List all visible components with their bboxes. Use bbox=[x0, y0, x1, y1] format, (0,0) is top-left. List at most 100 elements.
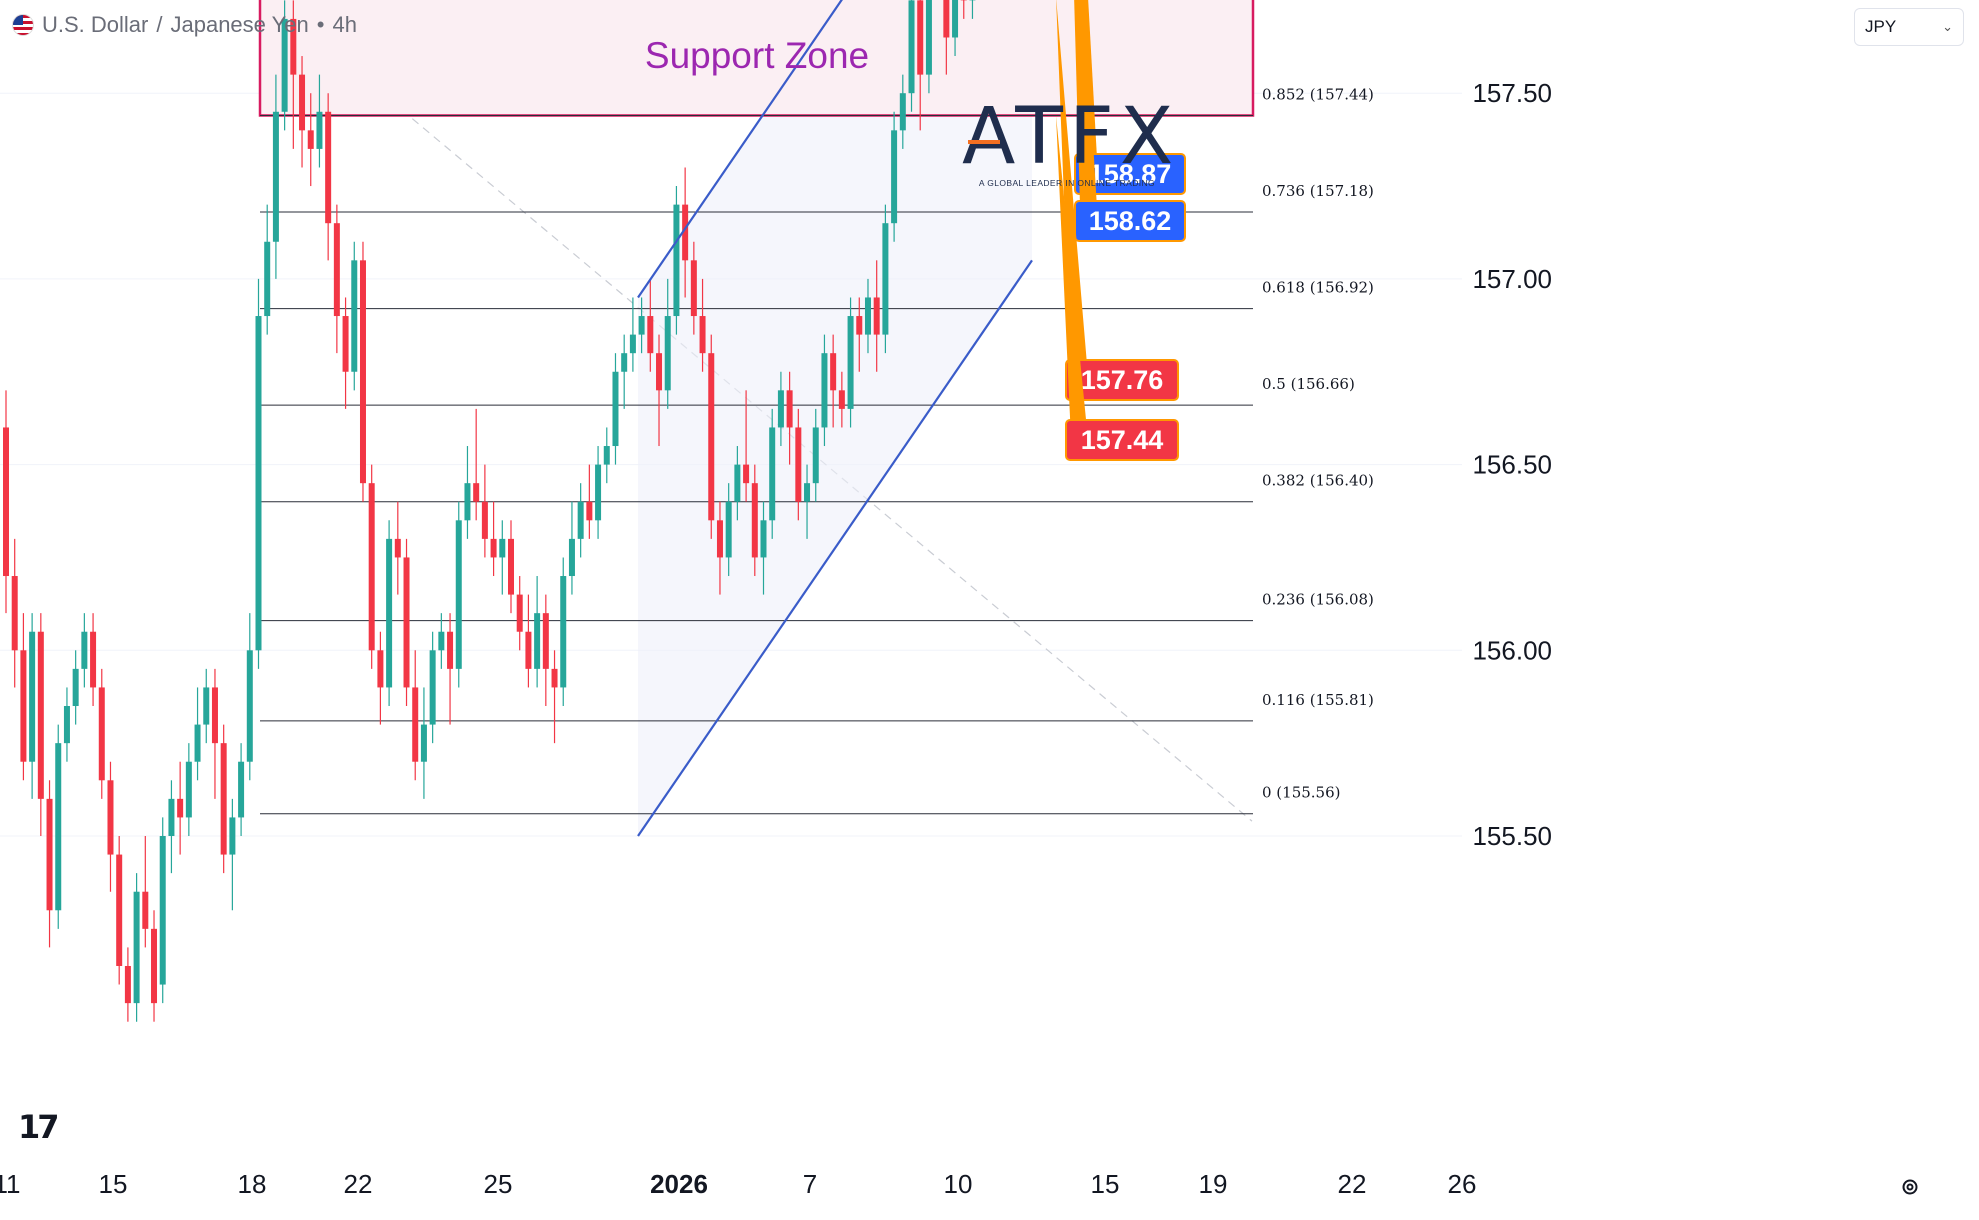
candle-body bbox=[359, 260, 366, 484]
candle-body bbox=[464, 483, 471, 521]
symbol-separator: / bbox=[156, 12, 163, 37]
candle-body bbox=[769, 427, 776, 521]
candle-body bbox=[821, 353, 828, 428]
candle-body bbox=[98, 687, 105, 781]
candle-body bbox=[403, 557, 410, 688]
currency-select[interactable]: JPY ⌄ bbox=[1854, 8, 1964, 46]
candle-body bbox=[90, 631, 97, 688]
candle-body bbox=[542, 613, 549, 669]
candle-body bbox=[351, 260, 358, 372]
candle-body bbox=[682, 204, 689, 261]
tradingview-watermark: 17 bbox=[18, 1108, 59, 1146]
candle-body bbox=[899, 93, 906, 131]
us-jp-flag-icon bbox=[12, 14, 34, 36]
candle-body bbox=[925, 0, 932, 75]
fib-level-label: 0.5 (156.66) bbox=[1262, 375, 1355, 393]
candle-body bbox=[499, 538, 506, 558]
candle-body bbox=[830, 353, 837, 391]
candle-body bbox=[29, 631, 36, 762]
candle-body bbox=[873, 297, 880, 335]
fib-level-label: 0.852 (157.44) bbox=[1262, 85, 1374, 103]
candle-body bbox=[447, 631, 454, 669]
candle-body bbox=[46, 798, 53, 911]
price-badge bbox=[1074, 200, 1186, 242]
candle-body bbox=[838, 390, 845, 409]
candle-body bbox=[438, 631, 445, 651]
candles-group bbox=[3, 0, 976, 1022]
x-axis-tick-label: 22 bbox=[344, 1169, 373, 1199]
fib-level-label: 0.736 (157.18) bbox=[1262, 182, 1374, 200]
candle-body bbox=[272, 111, 279, 242]
candle-body bbox=[3, 427, 9, 577]
y-axis-tick-label: 155.50 bbox=[1472, 821, 1552, 851]
candle-body bbox=[72, 668, 79, 707]
candle-body bbox=[63, 706, 70, 744]
candle-body bbox=[786, 390, 793, 428]
x-axis-tick-label: 11 bbox=[0, 1169, 21, 1199]
badge-pointer bbox=[1056, 115, 1090, 460]
candle-body bbox=[952, 0, 959, 38]
candle-body bbox=[229, 817, 236, 855]
candle-body bbox=[673, 204, 680, 317]
candle-body bbox=[647, 316, 654, 354]
candle-body bbox=[455, 520, 462, 669]
candle-body bbox=[864, 297, 871, 335]
candle-body bbox=[299, 74, 306, 131]
candle-body bbox=[856, 316, 863, 335]
x-axis-tick-label: 15 bbox=[99, 1169, 128, 1199]
candle-body bbox=[11, 576, 18, 651]
candle-body bbox=[743, 464, 750, 484]
chart-header: U.S. Dollar / Japanese Yen • 4h bbox=[12, 12, 357, 38]
candle-body bbox=[734, 464, 741, 502]
x-axis-tick-label: 25 bbox=[484, 1169, 513, 1199]
timeframe[interactable]: 4h bbox=[332, 12, 357, 37]
candle-body bbox=[847, 316, 854, 409]
candle-body bbox=[238, 761, 245, 818]
candle-body bbox=[185, 761, 192, 818]
candle-body bbox=[116, 854, 123, 966]
candle-body bbox=[560, 576, 567, 688]
candle-body bbox=[612, 371, 619, 447]
candle-body bbox=[255, 316, 262, 651]
fib-level-label: 0.382 (156.40) bbox=[1262, 472, 1374, 490]
candle-body bbox=[133, 891, 140, 1004]
fib-level-label: 0.618 (156.92) bbox=[1262, 279, 1374, 297]
currency-value: JPY bbox=[1865, 17, 1897, 36]
candle-body bbox=[725, 501, 732, 558]
candle-body bbox=[211, 687, 218, 744]
candle-body bbox=[804, 483, 811, 502]
candle-body bbox=[203, 687, 210, 725]
settings-gear-icon[interactable] bbox=[1900, 1177, 1920, 1197]
candle-body bbox=[281, 18, 288, 112]
candle-body bbox=[577, 501, 584, 539]
candle-body bbox=[943, 0, 950, 38]
candle-body bbox=[690, 260, 697, 317]
channel-upper-line bbox=[637, 0, 843, 299]
candle-body bbox=[508, 538, 514, 595]
candle-body bbox=[307, 130, 314, 149]
candle-body bbox=[891, 130, 898, 224]
candle-body bbox=[751, 483, 758, 558]
logo-tagline: A GLOBAL LEADER IN ONLINE TRADING bbox=[978, 178, 1156, 188]
candle-body bbox=[716, 520, 723, 558]
candle-body bbox=[220, 743, 227, 855]
logo-accent-bar bbox=[968, 140, 1000, 144]
price-badge-label: 157.76 bbox=[1081, 365, 1164, 395]
x-axis-tick-label: 15 bbox=[1091, 1169, 1120, 1199]
candle-body bbox=[177, 798, 184, 818]
candle-body bbox=[55, 743, 62, 911]
x-axis-tick-label: 10 bbox=[944, 1169, 973, 1199]
candle-body bbox=[638, 316, 645, 335]
logo-wordmark: ATFX bbox=[962, 92, 1180, 182]
price-badge bbox=[1074, 153, 1186, 195]
candle-body bbox=[656, 353, 663, 391]
candle-body bbox=[124, 965, 131, 1004]
candle-body bbox=[516, 594, 523, 632]
candle-body bbox=[664, 316, 671, 391]
price-badge-label: 157.44 bbox=[1081, 425, 1164, 455]
candle-body bbox=[586, 501, 593, 521]
candle-body bbox=[534, 613, 541, 669]
symbol-base: U.S. Dollar bbox=[42, 12, 149, 37]
atfx-logo: ATFX A GLOBAL LEADER IN ONLINE TRADING bbox=[962, 92, 1180, 188]
